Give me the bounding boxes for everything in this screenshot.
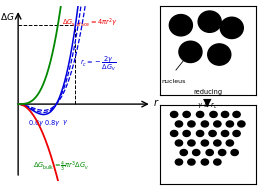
Circle shape	[197, 111, 204, 117]
Text: reducing: reducing	[193, 89, 222, 95]
Circle shape	[226, 140, 234, 146]
Circle shape	[209, 130, 216, 136]
Text: $r$: $r$	[153, 97, 160, 108]
Circle shape	[220, 17, 243, 39]
Circle shape	[214, 140, 221, 146]
Text: $\gamma$ & $r_c$: $\gamma$ & $r_c$	[197, 101, 218, 111]
Text: nucleus: nucleus	[162, 78, 186, 84]
Text: $0.8\gamma$: $0.8\gamma$	[44, 118, 61, 128]
Text: ▼: ▼	[203, 97, 212, 107]
Circle shape	[169, 15, 192, 36]
Circle shape	[231, 149, 238, 156]
Circle shape	[233, 130, 240, 136]
Circle shape	[218, 149, 226, 156]
Circle shape	[188, 140, 195, 146]
Circle shape	[183, 111, 190, 117]
Circle shape	[198, 11, 221, 32]
Text: $r_c = -\dfrac{2\gamma}{\Delta G_v}$: $r_c = -\dfrac{2\gamma}{\Delta G_v}$	[80, 55, 117, 73]
Circle shape	[206, 149, 213, 156]
Text: $\Delta G_{\rm bulk}=\frac{4}{3}\pi r^3\Delta G_v$: $\Delta G_{\rm bulk}=\frac{4}{3}\pi r^3\…	[33, 160, 90, 174]
Circle shape	[226, 121, 234, 127]
Circle shape	[175, 159, 183, 165]
Circle shape	[201, 159, 209, 165]
Circle shape	[208, 44, 231, 65]
Circle shape	[214, 159, 221, 165]
Circle shape	[170, 111, 178, 117]
Text: $\gamma$: $\gamma$	[62, 118, 68, 127]
Circle shape	[221, 130, 229, 136]
Circle shape	[188, 159, 195, 165]
Circle shape	[197, 130, 204, 136]
Circle shape	[180, 149, 187, 156]
Text: $0.6\gamma$: $0.6\gamma$	[28, 118, 45, 128]
Circle shape	[193, 149, 200, 156]
Text: $\Delta G$: $\Delta G$	[0, 11, 15, 22]
Circle shape	[170, 130, 178, 136]
Circle shape	[175, 140, 183, 146]
Circle shape	[210, 111, 217, 117]
Circle shape	[188, 121, 195, 127]
Circle shape	[183, 130, 190, 136]
Circle shape	[179, 41, 202, 63]
Circle shape	[201, 121, 209, 127]
Text: $\Delta G_{\rm surface}=4\pi r^2\gamma$: $\Delta G_{\rm surface}=4\pi r^2\gamma$	[62, 16, 117, 29]
Circle shape	[233, 111, 240, 117]
Circle shape	[175, 121, 183, 127]
Circle shape	[221, 111, 229, 117]
Circle shape	[201, 140, 209, 146]
Circle shape	[238, 121, 245, 127]
Circle shape	[214, 121, 221, 127]
